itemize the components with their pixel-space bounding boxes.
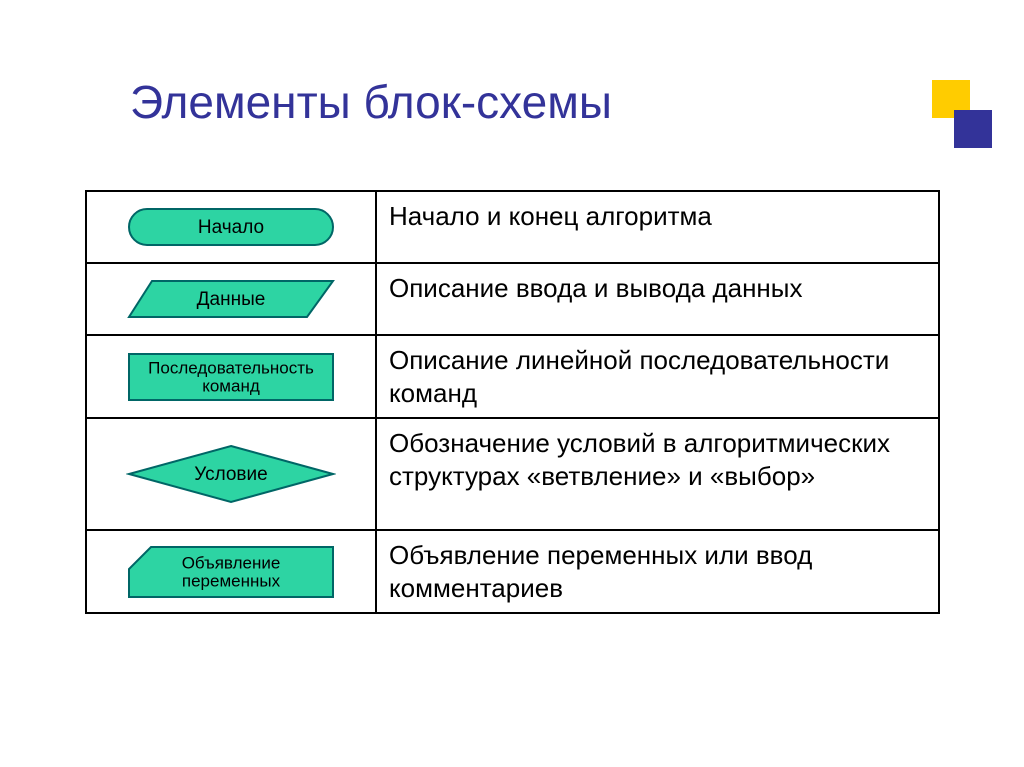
table-row: Последовательность команд Описание линейн… xyxy=(86,335,939,418)
svg-text:Последовательность: Последовательность xyxy=(148,358,314,377)
deco-square-blue xyxy=(954,110,992,148)
description-cell: Обозначение условий в алгоритмических ст… xyxy=(376,418,939,530)
shape-parallelogram: Данные xyxy=(126,278,336,320)
corner-decoration xyxy=(924,80,994,150)
svg-text:Данные: Данные xyxy=(197,289,266,310)
description-cell: Объявление переменных или ввод комментар… xyxy=(376,530,939,613)
shape-pentagon: Объявление переменных xyxy=(126,544,336,600)
svg-text:Начало: Начало xyxy=(198,217,264,238)
shape-cell: Последовательность команд xyxy=(86,335,376,418)
shape-terminator: Начало xyxy=(126,206,336,248)
shape-cell: Условие xyxy=(86,418,376,530)
page-title: Элементы блок-схемы xyxy=(130,75,612,129)
table-row: Условие Обозначение условий в алгоритмиче… xyxy=(86,418,939,530)
flowchart-elements-table: Начало Начало и конец алгоритма Данные Опис… xyxy=(85,190,940,614)
svg-text:команд: команд xyxy=(202,376,260,395)
description-cell: Описание линейной последовательности ком… xyxy=(376,335,939,418)
table-body: Начало Начало и конец алгоритма Данные Опис… xyxy=(86,191,939,613)
shape-cell: Данные xyxy=(86,263,376,335)
shape-diamond: Условие xyxy=(126,443,336,505)
svg-text:Объявление: Объявление xyxy=(182,553,281,572)
svg-text:Условие: Условие xyxy=(194,464,267,485)
shape-cell: Объявление переменных xyxy=(86,530,376,613)
shape-cell: Начало xyxy=(86,191,376,263)
shape-rectangle: Последовательность команд xyxy=(126,351,336,403)
svg-text:переменных: переменных xyxy=(182,571,281,590)
description-cell: Описание ввода и вывода данных xyxy=(376,263,939,335)
table-row: Данные Описание ввода и вывода данных xyxy=(86,263,939,335)
description-cell: Начало и конец алгоритма xyxy=(376,191,939,263)
table-row: Объявление переменныхОбъявление переменн… xyxy=(86,530,939,613)
table-row: Начало Начало и конец алгоритма xyxy=(86,191,939,263)
